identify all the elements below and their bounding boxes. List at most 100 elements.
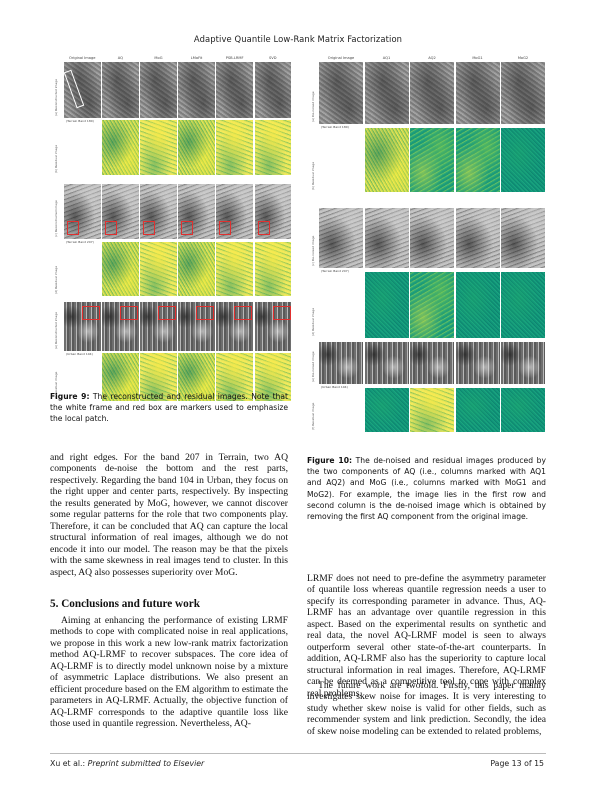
image-tile	[254, 242, 291, 296]
image-tile	[178, 302, 215, 351]
image-tile	[178, 242, 215, 296]
row-label: (d) Residual image	[54, 265, 58, 294]
image-tile	[410, 388, 454, 432]
image-tile	[216, 120, 253, 175]
image-tile	[178, 353, 215, 401]
left-column-paragraph-1: and right edges. For the band 207 in Ter…	[50, 452, 288, 578]
image-tile	[410, 342, 454, 384]
image-tile	[501, 208, 545, 268]
figure-10-caption-text: The de-noised and residual images produc…	[307, 456, 546, 522]
row-label: (e) De-noised image	[311, 351, 315, 382]
red-box-marker	[67, 221, 79, 235]
image-tile	[501, 62, 545, 124]
image-tile	[216, 353, 253, 401]
red-box-marker	[105, 221, 118, 235]
row-label: (a) Reconstructed image	[54, 78, 58, 116]
image-tile	[364, 272, 409, 338]
image-tile	[102, 242, 139, 296]
image-tile	[319, 62, 363, 124]
section-title-conclusions: 5. Conclusions and future work	[50, 598, 200, 610]
image-tile	[102, 120, 139, 175]
row-label: (b) Residual image	[311, 161, 315, 190]
band-caption: (Terrain Band 207)	[321, 269, 349, 273]
figure-9: Original Image AQ MoG LMaFit PSB-LRMF SVD (a) …	[50, 56, 291, 401]
row-label: (e) Reconstructed image	[54, 311, 58, 349]
image-tile	[216, 62, 253, 118]
footer-page-number: Page 13 of 15	[490, 759, 544, 768]
image-tile	[455, 388, 500, 432]
row-label: (b) Residual image	[54, 144, 58, 173]
image-tile	[364, 208, 409, 268]
figure-9-caption: Figure 9: The reconstructed and residual…	[50, 391, 288, 425]
figure-10-caption: Figure 10: The de-noised and residual im…	[307, 455, 546, 522]
image-tile	[178, 62, 215, 118]
image-tile	[216, 242, 253, 296]
image-tile	[140, 120, 177, 175]
image-tile	[364, 388, 409, 432]
image-tile	[216, 302, 253, 351]
figure-9-caption-label: Figure 9:	[50, 392, 90, 401]
red-box-marker	[196, 306, 215, 320]
band-caption: (Terrain Band 180)	[321, 125, 349, 129]
image-tile	[140, 242, 177, 296]
image-tile	[140, 353, 177, 401]
red-box-marker	[181, 221, 194, 235]
red-box-marker	[234, 306, 253, 320]
image-tile	[102, 302, 139, 351]
red-box-marker	[120, 306, 139, 320]
image-tile	[501, 272, 545, 338]
red-box-marker	[219, 221, 232, 235]
image-tile	[178, 120, 215, 175]
row-label: (a) De-noised image	[311, 91, 315, 122]
row-label: (c) De-noised image	[311, 235, 315, 266]
image-tile	[455, 342, 500, 384]
running-title: Adaptive Quantile Low-Rank Matrix Factor…	[193, 34, 403, 44]
figure-10-caption-label: Figure 10:	[307, 456, 353, 465]
image-tile	[501, 342, 545, 384]
column-header: Original Image	[327, 56, 355, 60]
red-box-marker	[257, 221, 270, 235]
right-column-paragraph-2: The future work are twofold. Firstly, th…	[307, 680, 546, 737]
column-header: Original Image	[69, 56, 96, 60]
image-tile	[410, 208, 454, 268]
column-header: AQ2	[428, 56, 436, 60]
image-tile	[455, 128, 500, 192]
image-tile	[102, 353, 139, 401]
image-tile	[216, 184, 253, 239]
band-caption: (Terrain Band 180)	[66, 119, 94, 123]
image-tile	[364, 128, 409, 192]
image-tile	[254, 302, 291, 351]
image-tile	[254, 184, 291, 239]
figure-10: Original Image AQ1 AQ2 MoG1 MoG2 (a) De-noise…	[307, 56, 546, 432]
column-header: MoG2	[517, 56, 529, 60]
right-paragraph-2-text: The future work are twofold. Firstly, th…	[307, 680, 546, 737]
image-tile	[140, 184, 177, 239]
column-header: MoG	[154, 56, 163, 60]
image-tile	[319, 342, 363, 384]
image-tile	[455, 272, 500, 338]
image-tile	[410, 128, 454, 192]
left-paragraph-1-text: and right edges. For the band 207 in Ter…	[50, 452, 288, 578]
band-caption: (Urban Band 104)	[66, 352, 93, 356]
left-paragraph-2-text: Aiming at enhancing the performance of e…	[50, 615, 288, 730]
red-box-marker	[158, 306, 177, 320]
image-tile	[254, 120, 291, 175]
red-box-marker	[272, 306, 291, 320]
row-label: (d) Residual image	[311, 307, 315, 336]
image-tile	[364, 62, 409, 124]
image-tile	[64, 302, 101, 351]
image-tile	[63, 62, 101, 118]
column-header: LMaFit	[190, 56, 203, 60]
row-label: (c) Reconstructed image	[54, 200, 58, 237]
image-tile	[254, 62, 291, 118]
image-tile	[254, 353, 291, 401]
right-paragraph-1-text: LRMF does not need to pre-define the asy…	[307, 573, 546, 699]
row-label: (f) Residual image	[311, 402, 315, 430]
column-header: MoG1	[472, 56, 483, 60]
image-tile	[64, 184, 101, 239]
band-caption: (Terrain Band 207)	[66, 240, 94, 244]
band-caption: (Urban Band 104)	[321, 385, 348, 389]
image-tile	[501, 388, 545, 432]
red-box-marker	[143, 221, 156, 235]
image-tile	[140, 302, 177, 351]
